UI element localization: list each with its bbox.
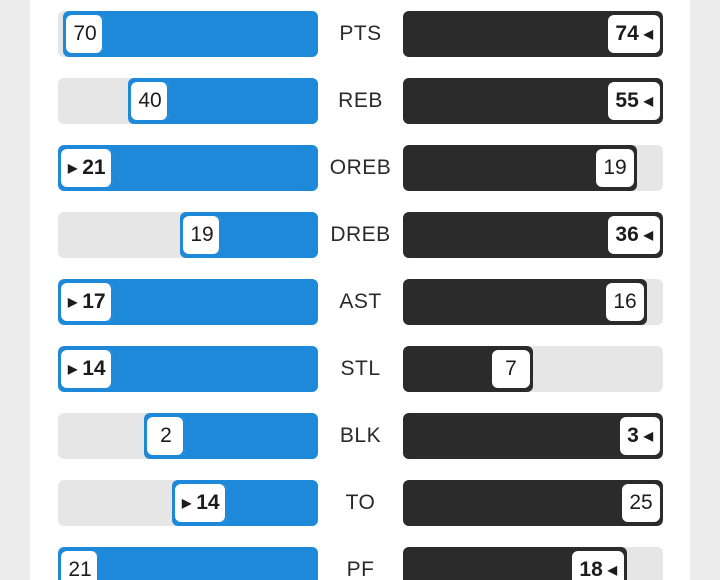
team-a-bar-track: ▶ 17 <box>58 279 318 325</box>
team-b-value-badge: 19 <box>596 149 634 187</box>
team-b-value: 18 <box>579 558 603 580</box>
lead-indicator-icon: ▶ <box>68 295 78 309</box>
stat-row-blk: 2 BLK 3 ◀ <box>30 413 690 459</box>
team-b-bar-track: 19 <box>403 145 663 191</box>
team-b-value: 55 <box>615 89 639 112</box>
lead-indicator-icon: ▶ <box>182 496 192 510</box>
team-stats-comparison: 70 PTS 74 ◀ 40 REB 55 ◀ ▶ 21 OREB 19 19 DREB 36 ◀ ▶ 17 AST… <box>30 0 690 580</box>
team-b-value-badge: 36 ◀ <box>608 216 660 254</box>
team-b-value-badge: 7 <box>492 350 530 388</box>
team-a-bar-fill <box>63 11 318 57</box>
team-b-value: 19 <box>603 156 627 179</box>
team-b-bar-fill <box>403 413 663 459</box>
team-b-value-badge: 3 ◀ <box>620 417 660 455</box>
team-a-value: 2 <box>160 424 172 447</box>
team-b-bar-track: 16 <box>403 279 663 325</box>
team-b-bar-track: 18 ◀ <box>403 547 663 580</box>
team-b-value-badge: 74 ◀ <box>608 15 660 53</box>
team-a-bar-track: ▶ 14 <box>58 480 318 526</box>
team-a-value-badge: 21 <box>61 551 99 580</box>
team-a-value-badge: 40 <box>131 82 169 120</box>
stat-row-dreb: 19 DREB 36 ◀ <box>30 212 690 258</box>
team-b-value: 7 <box>505 357 517 380</box>
lead-indicator-icon: ◀ <box>643 228 653 242</box>
team-a-value: 70 <box>73 22 97 45</box>
stat-row-pts: 70 PTS 74 ◀ <box>30 11 690 57</box>
stat-row-to: ▶ 14 TO 25 <box>30 480 690 526</box>
team-b-value-badge: 16 <box>606 283 644 321</box>
stat-label-pf: PF <box>346 558 375 580</box>
lead-indicator-icon: ◀ <box>607 563 617 577</box>
team-b-bar-track: 3 ◀ <box>403 413 663 459</box>
team-a-bar-track: ▶ 21 <box>58 145 318 191</box>
team-a-value: 14 <box>196 491 220 514</box>
team-b-value: 36 <box>615 223 639 246</box>
team-a-value-badge: ▶ 14 <box>175 484 227 522</box>
team-b-value: 74 <box>615 22 639 45</box>
lead-indicator-icon: ◀ <box>643 27 653 41</box>
team-a-value: 21 <box>82 156 106 179</box>
team-b-value: 3 <box>627 424 639 447</box>
stat-label-ast: AST <box>339 290 382 313</box>
lead-indicator-icon: ◀ <box>643 429 653 443</box>
team-b-bar-track: 55 ◀ <box>403 78 663 124</box>
team-a-bar-track: 21 <box>58 547 318 580</box>
stat-label-blk: BLK <box>339 424 382 447</box>
team-b-value-badge: 55 ◀ <box>608 82 660 120</box>
team-a-value-badge: 19 <box>183 216 221 254</box>
team-a-value: 40 <box>138 89 162 112</box>
team-b-bar-track: 36 ◀ <box>403 212 663 258</box>
team-a-bar-track: 70 <box>58 11 318 57</box>
team-a-value-badge: ▶ 14 <box>61 350 113 388</box>
team-b-bar-fill <box>403 480 663 526</box>
stat-label-dreb: DREB <box>330 223 391 246</box>
team-a-bar-track: 40 <box>58 78 318 124</box>
team-b-value: 16 <box>613 290 637 313</box>
team-b-value-badge: 25 <box>622 484 660 522</box>
team-b-value-badge: 18 ◀ <box>572 551 624 580</box>
team-a-bar-track: ▶ 14 <box>58 346 318 392</box>
stat-row-oreb: ▶ 21 OREB 19 <box>30 145 690 191</box>
stat-label-reb: REB <box>338 89 383 112</box>
lead-indicator-icon: ▶ <box>68 362 78 376</box>
team-a-value: 21 <box>68 558 92 580</box>
stat-row-ast: ▶ 17 AST 16 <box>30 279 690 325</box>
stat-row-reb: 40 REB 55 ◀ <box>30 78 690 124</box>
team-b-bar-track: 74 ◀ <box>403 11 663 57</box>
team-a-value-badge: ▶ 17 <box>61 283 113 321</box>
team-a-value-badge: 70 <box>66 15 104 53</box>
team-a-value: 14 <box>82 357 106 380</box>
stat-label-pts: PTS <box>339 22 382 45</box>
team-a-value: 19 <box>190 223 214 246</box>
team-a-bar-track: 2 <box>58 413 318 459</box>
team-a-value-badge: ▶ 21 <box>61 149 113 187</box>
team-a-value-badge: 2 <box>147 417 185 455</box>
team-a-bar-track: 19 <box>58 212 318 258</box>
stat-label-stl: STL <box>340 357 381 380</box>
team-a-bar-fill <box>58 547 318 580</box>
stat-label-to: TO <box>345 491 376 514</box>
stat-row-stl: ▶ 14 STL 7 <box>30 346 690 392</box>
stat-label-oreb: OREB <box>329 156 392 179</box>
team-b-bar-track: 7 <box>403 346 663 392</box>
team-b-bar-track: 25 <box>403 480 663 526</box>
team-b-value: 25 <box>629 491 653 514</box>
stat-row-pf: 21 PF 18 ◀ <box>30 547 690 580</box>
team-a-value: 17 <box>82 290 106 313</box>
lead-indicator-icon: ◀ <box>643 94 653 108</box>
lead-indicator-icon: ▶ <box>68 161 78 175</box>
